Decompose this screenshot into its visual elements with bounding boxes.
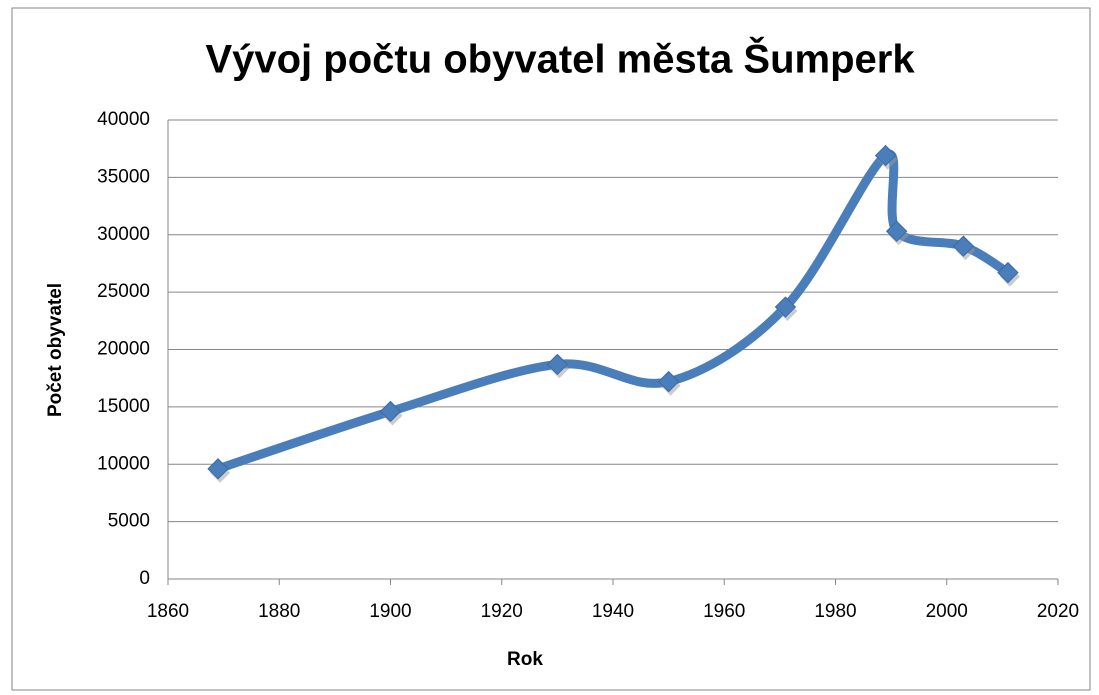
x-tick-label: 1960 <box>703 601 745 622</box>
y-tick-label: 0 <box>139 568 150 589</box>
y-tick-label: 40000 <box>97 109 150 130</box>
y-tick-label: 10000 <box>97 453 150 474</box>
marker <box>379 400 402 423</box>
marker <box>952 235 975 257</box>
y-tick-label: 25000 <box>97 281 150 302</box>
y-axis-label: Počet obyvatel <box>45 283 66 417</box>
x-tick-label: 1880 <box>258 601 300 622</box>
marker <box>546 353 569 376</box>
marker <box>657 370 680 393</box>
y-tick-label: 20000 <box>97 339 150 360</box>
marker <box>207 458 229 480</box>
y-tick-label: 5000 <box>108 511 150 532</box>
marker <box>774 296 797 318</box>
chart-title: Vývoj počtu obyvatel města Šumperk <box>205 36 915 82</box>
y-tick-label: 30000 <box>97 224 150 245</box>
x-tick-label: 1900 <box>369 601 411 622</box>
x-tick-label: 1860 <box>147 601 189 622</box>
x-tick-label: 2020 <box>1037 601 1079 622</box>
x-tick-label: 2000 <box>926 601 968 622</box>
x-tick-label: 1920 <box>481 601 523 622</box>
x-tick-label: 1980 <box>814 601 856 622</box>
marker <box>885 220 908 243</box>
x-tick-label: 1940 <box>592 601 634 622</box>
x-axis-label: Rok <box>507 649 543 670</box>
y-tick-label: 35000 <box>97 166 150 187</box>
y-tick-label: 15000 <box>97 396 150 417</box>
marker <box>874 144 897 167</box>
marker <box>997 261 1019 284</box>
